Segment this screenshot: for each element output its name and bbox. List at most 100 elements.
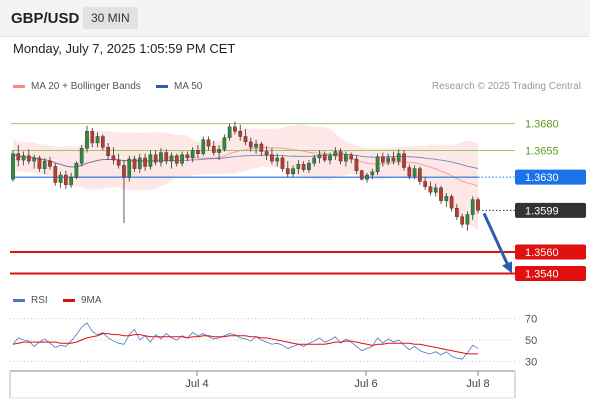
candle bbox=[259, 141, 264, 156]
candle-body bbox=[174, 155, 179, 164]
candle bbox=[116, 153, 121, 169]
candle bbox=[122, 160, 126, 224]
rsi-tick-label-1: 50 bbox=[525, 335, 537, 347]
candle bbox=[365, 172, 369, 183]
candle-body bbox=[74, 163, 79, 178]
chart-header: GBP/USD 30 MIN bbox=[0, 0, 590, 37]
legend-ma20-bollinger: MA 20 + Bollinger Bands bbox=[13, 81, 141, 92]
candle-body bbox=[196, 150, 200, 154]
forecast-arrow-head bbox=[502, 261, 512, 274]
candle-body bbox=[227, 126, 232, 138]
candle-body bbox=[465, 214, 470, 225]
candle-body bbox=[238, 130, 243, 137]
candle-body bbox=[95, 136, 100, 144]
level-label-5: 1.3540 bbox=[525, 268, 559, 280]
candle-body bbox=[402, 153, 406, 168]
candle-body bbox=[153, 154, 158, 163]
candle bbox=[64, 170, 68, 189]
candle bbox=[428, 181, 433, 196]
candle-body bbox=[243, 136, 248, 143]
candle-body bbox=[127, 158, 132, 178]
level-tag-4 bbox=[515, 244, 586, 260]
candle bbox=[206, 136, 211, 151]
legend-label-rsi: RSI bbox=[31, 295, 48, 306]
forecast-arrow-shaft bbox=[482, 212, 510, 267]
x-tick-label-1: Jul 6 bbox=[354, 378, 377, 390]
candle bbox=[174, 153, 179, 167]
candle-body bbox=[169, 155, 174, 162]
candle bbox=[333, 147, 338, 161]
legend-9ma: 9MA bbox=[63, 295, 102, 306]
x-tick-label-0: Jul 4 bbox=[185, 378, 208, 390]
candle-body bbox=[386, 157, 391, 163]
candle bbox=[185, 151, 190, 162]
legend-label-ma50: MA 50 bbox=[174, 81, 203, 92]
candle-body bbox=[270, 154, 274, 162]
candle-body bbox=[359, 170, 364, 180]
candle-body bbox=[322, 154, 327, 161]
candle-body bbox=[222, 137, 227, 150]
candle bbox=[270, 148, 274, 165]
candle bbox=[301, 161, 306, 172]
candle-body bbox=[180, 154, 184, 164]
candle-body bbox=[264, 151, 269, 155]
candle bbox=[27, 149, 31, 165]
candle-body bbox=[301, 164, 306, 170]
candle-body bbox=[317, 154, 322, 159]
legend-ma50: MA 50 bbox=[156, 81, 202, 92]
candle bbox=[11, 150, 15, 182]
candle bbox=[42, 157, 47, 174]
timeframe-button[interactable]: 30 MIN bbox=[83, 7, 138, 29]
candle-body bbox=[423, 181, 427, 187]
candle bbox=[412, 165, 417, 180]
legend-rsi: RSI bbox=[13, 295, 48, 306]
candle-body bbox=[476, 199, 480, 211]
candle-body bbox=[460, 216, 464, 225]
candle bbox=[296, 160, 301, 174]
candle-body bbox=[248, 141, 253, 148]
candle-body bbox=[116, 159, 121, 166]
candle-body bbox=[90, 130, 95, 144]
candle bbox=[196, 145, 200, 158]
rsi-tick-label-0: 70 bbox=[525, 314, 537, 326]
x-tick-label-2: Jul 8 bbox=[466, 378, 489, 390]
candle bbox=[211, 140, 216, 156]
candle-body bbox=[285, 168, 290, 175]
candle bbox=[476, 197, 480, 214]
candle bbox=[375, 153, 380, 176]
candle-body bbox=[418, 168, 422, 182]
candle-body bbox=[470, 199, 475, 215]
candle bbox=[143, 153, 147, 171]
level-label-3: 1.3599 bbox=[525, 205, 559, 217]
candle bbox=[391, 151, 396, 165]
candle-body bbox=[201, 139, 206, 154]
candle bbox=[16, 145, 21, 167]
candle bbox=[48, 156, 52, 170]
candle-body bbox=[206, 139, 211, 147]
candle-body bbox=[185, 154, 190, 159]
candle bbox=[460, 213, 464, 228]
candle-body bbox=[407, 167, 412, 177]
candle bbox=[418, 166, 422, 185]
candle bbox=[21, 151, 26, 166]
candle-body bbox=[164, 152, 169, 162]
candle-body bbox=[370, 171, 375, 176]
legend-label-ma20: MA 20 + Bollinger Bands bbox=[31, 81, 141, 92]
candle-body bbox=[11, 153, 15, 180]
bollinger-band bbox=[13, 124, 478, 230]
candle-body bbox=[307, 163, 311, 170]
candle bbox=[164, 149, 169, 165]
legend-swatch-ma20 bbox=[13, 84, 25, 88]
symbol-title: GBP/USD bbox=[11, 10, 80, 27]
candle bbox=[354, 155, 359, 174]
candle-body bbox=[396, 153, 401, 162]
candle-body bbox=[53, 166, 58, 183]
candle bbox=[449, 194, 454, 212]
candle bbox=[349, 152, 354, 164]
rsi-tick-label-2: 30 bbox=[525, 356, 537, 368]
candle-body bbox=[122, 165, 126, 178]
candle bbox=[79, 145, 84, 167]
candle-body bbox=[132, 158, 137, 169]
candle bbox=[248, 137, 253, 152]
